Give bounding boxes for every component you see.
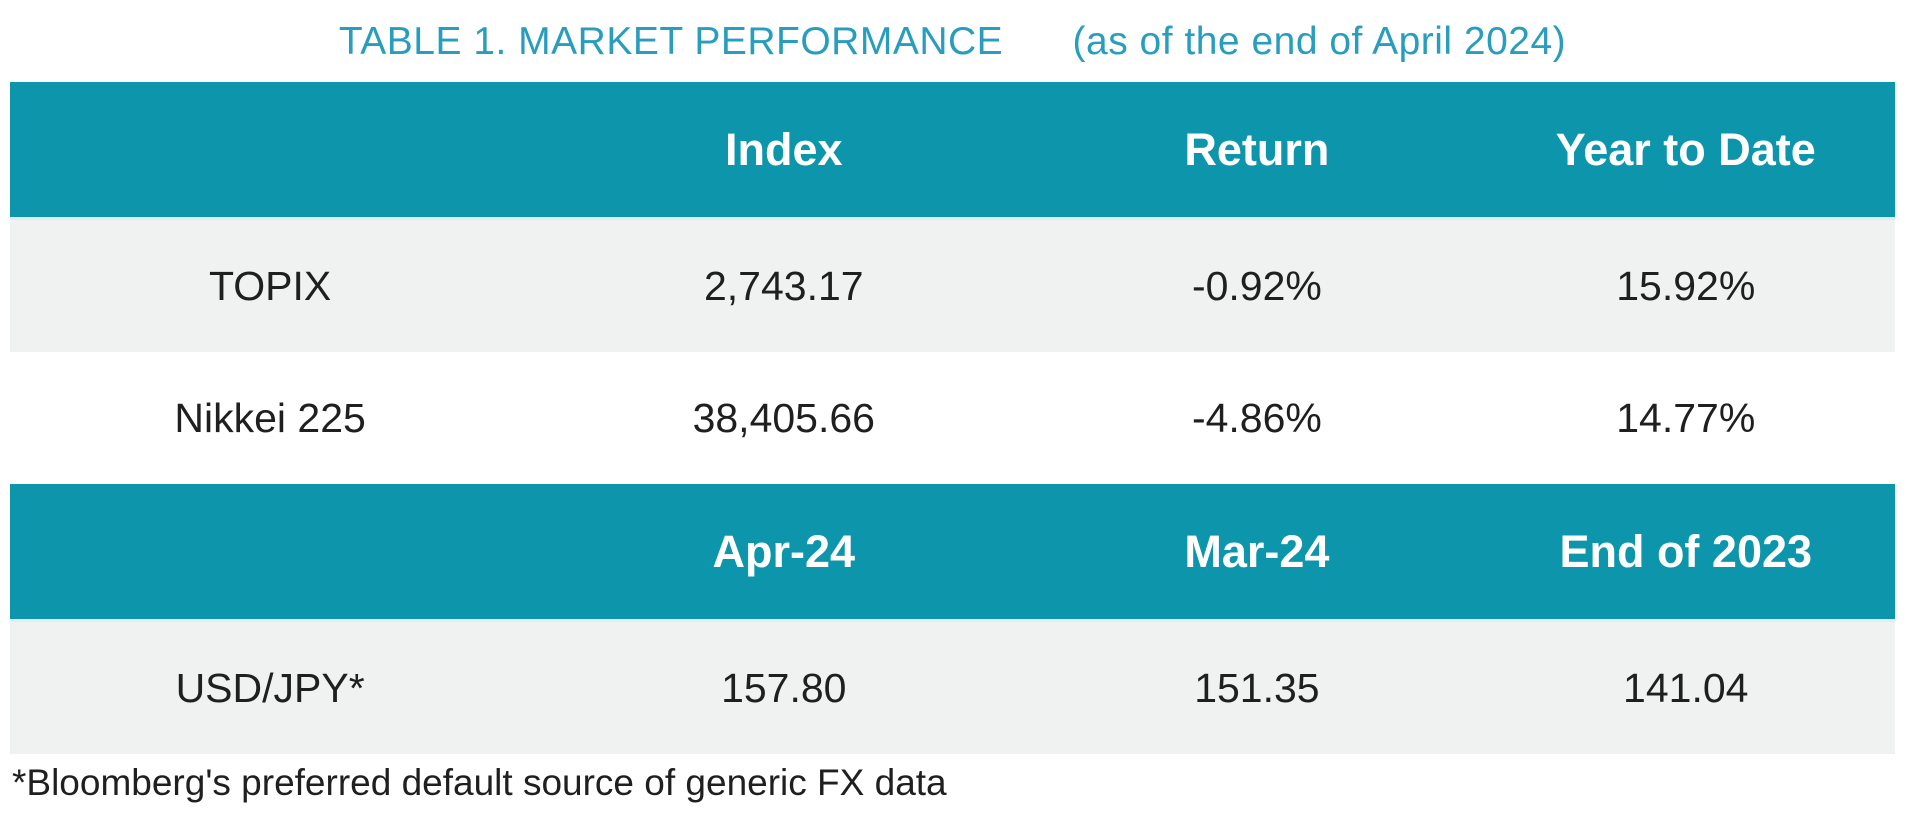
usdjpy-mar24-value: 151.35	[1194, 664, 1320, 711]
table-title-suffix: (as of the end of April 2024)	[1072, 20, 1567, 63]
row-label-nikkei: Nikkei 225	[174, 394, 366, 441]
table-title: TABLE 1. MARKET PERFORMANCE (as of the e…	[10, 18, 1895, 66]
row-label-usdjpy: USD/JPY*	[175, 664, 365, 711]
topix-index-value: 2,743.17	[703, 262, 864, 309]
header-cell-apr-24: Apr-24	[712, 525, 856, 577]
header-cell-end-of-2023: End of 2023	[1559, 525, 1813, 577]
table-row-nikkei: Nikkei 225 38,405.66 -4.86% 14.77%	[10, 352, 1895, 484]
nikkei-ytd-value: 14.77%	[1616, 394, 1756, 441]
header-cell-return: Return	[1184, 123, 1330, 175]
nikkei-index-value: 38,405.66	[692, 394, 875, 441]
table-header-row-indices: Index Return Year to Date	[10, 82, 1895, 217]
header-cell-mar-24: Mar-24	[1184, 525, 1330, 577]
header-cell-index: Index	[725, 123, 843, 175]
table-row-topix: TOPIX 2,743.17 -0.92% 15.92%	[10, 220, 1895, 352]
row-separator	[10, 619, 1895, 622]
header-cell-year-to-date: Year to Date	[1555, 123, 1816, 175]
table-footnote: *Bloomberg's preferred default source of…	[12, 762, 947, 803]
topix-return-value: -0.92%	[1191, 262, 1322, 309]
nikkei-return-value: -4.86%	[1191, 394, 1322, 441]
table-row-usdjpy: USD/JPY* 157.80 151.35 141.04	[10, 622, 1895, 754]
topix-ytd-value: 15.92%	[1616, 262, 1756, 309]
table-title-main: TABLE 1. MARKET PERFORMANCE	[338, 20, 1004, 63]
table-header-row-fx: Apr-24 Mar-24 End of 2023	[10, 484, 1895, 619]
row-separator	[10, 217, 1895, 220]
market-performance-table: Index Return Year to Date TOPIX 2,743.17…	[10, 82, 1895, 754]
usdjpy-apr24-value: 157.80	[721, 664, 847, 711]
row-label-topix: TOPIX	[208, 262, 332, 309]
usdjpy-end2023-value: 141.04	[1623, 664, 1749, 711]
